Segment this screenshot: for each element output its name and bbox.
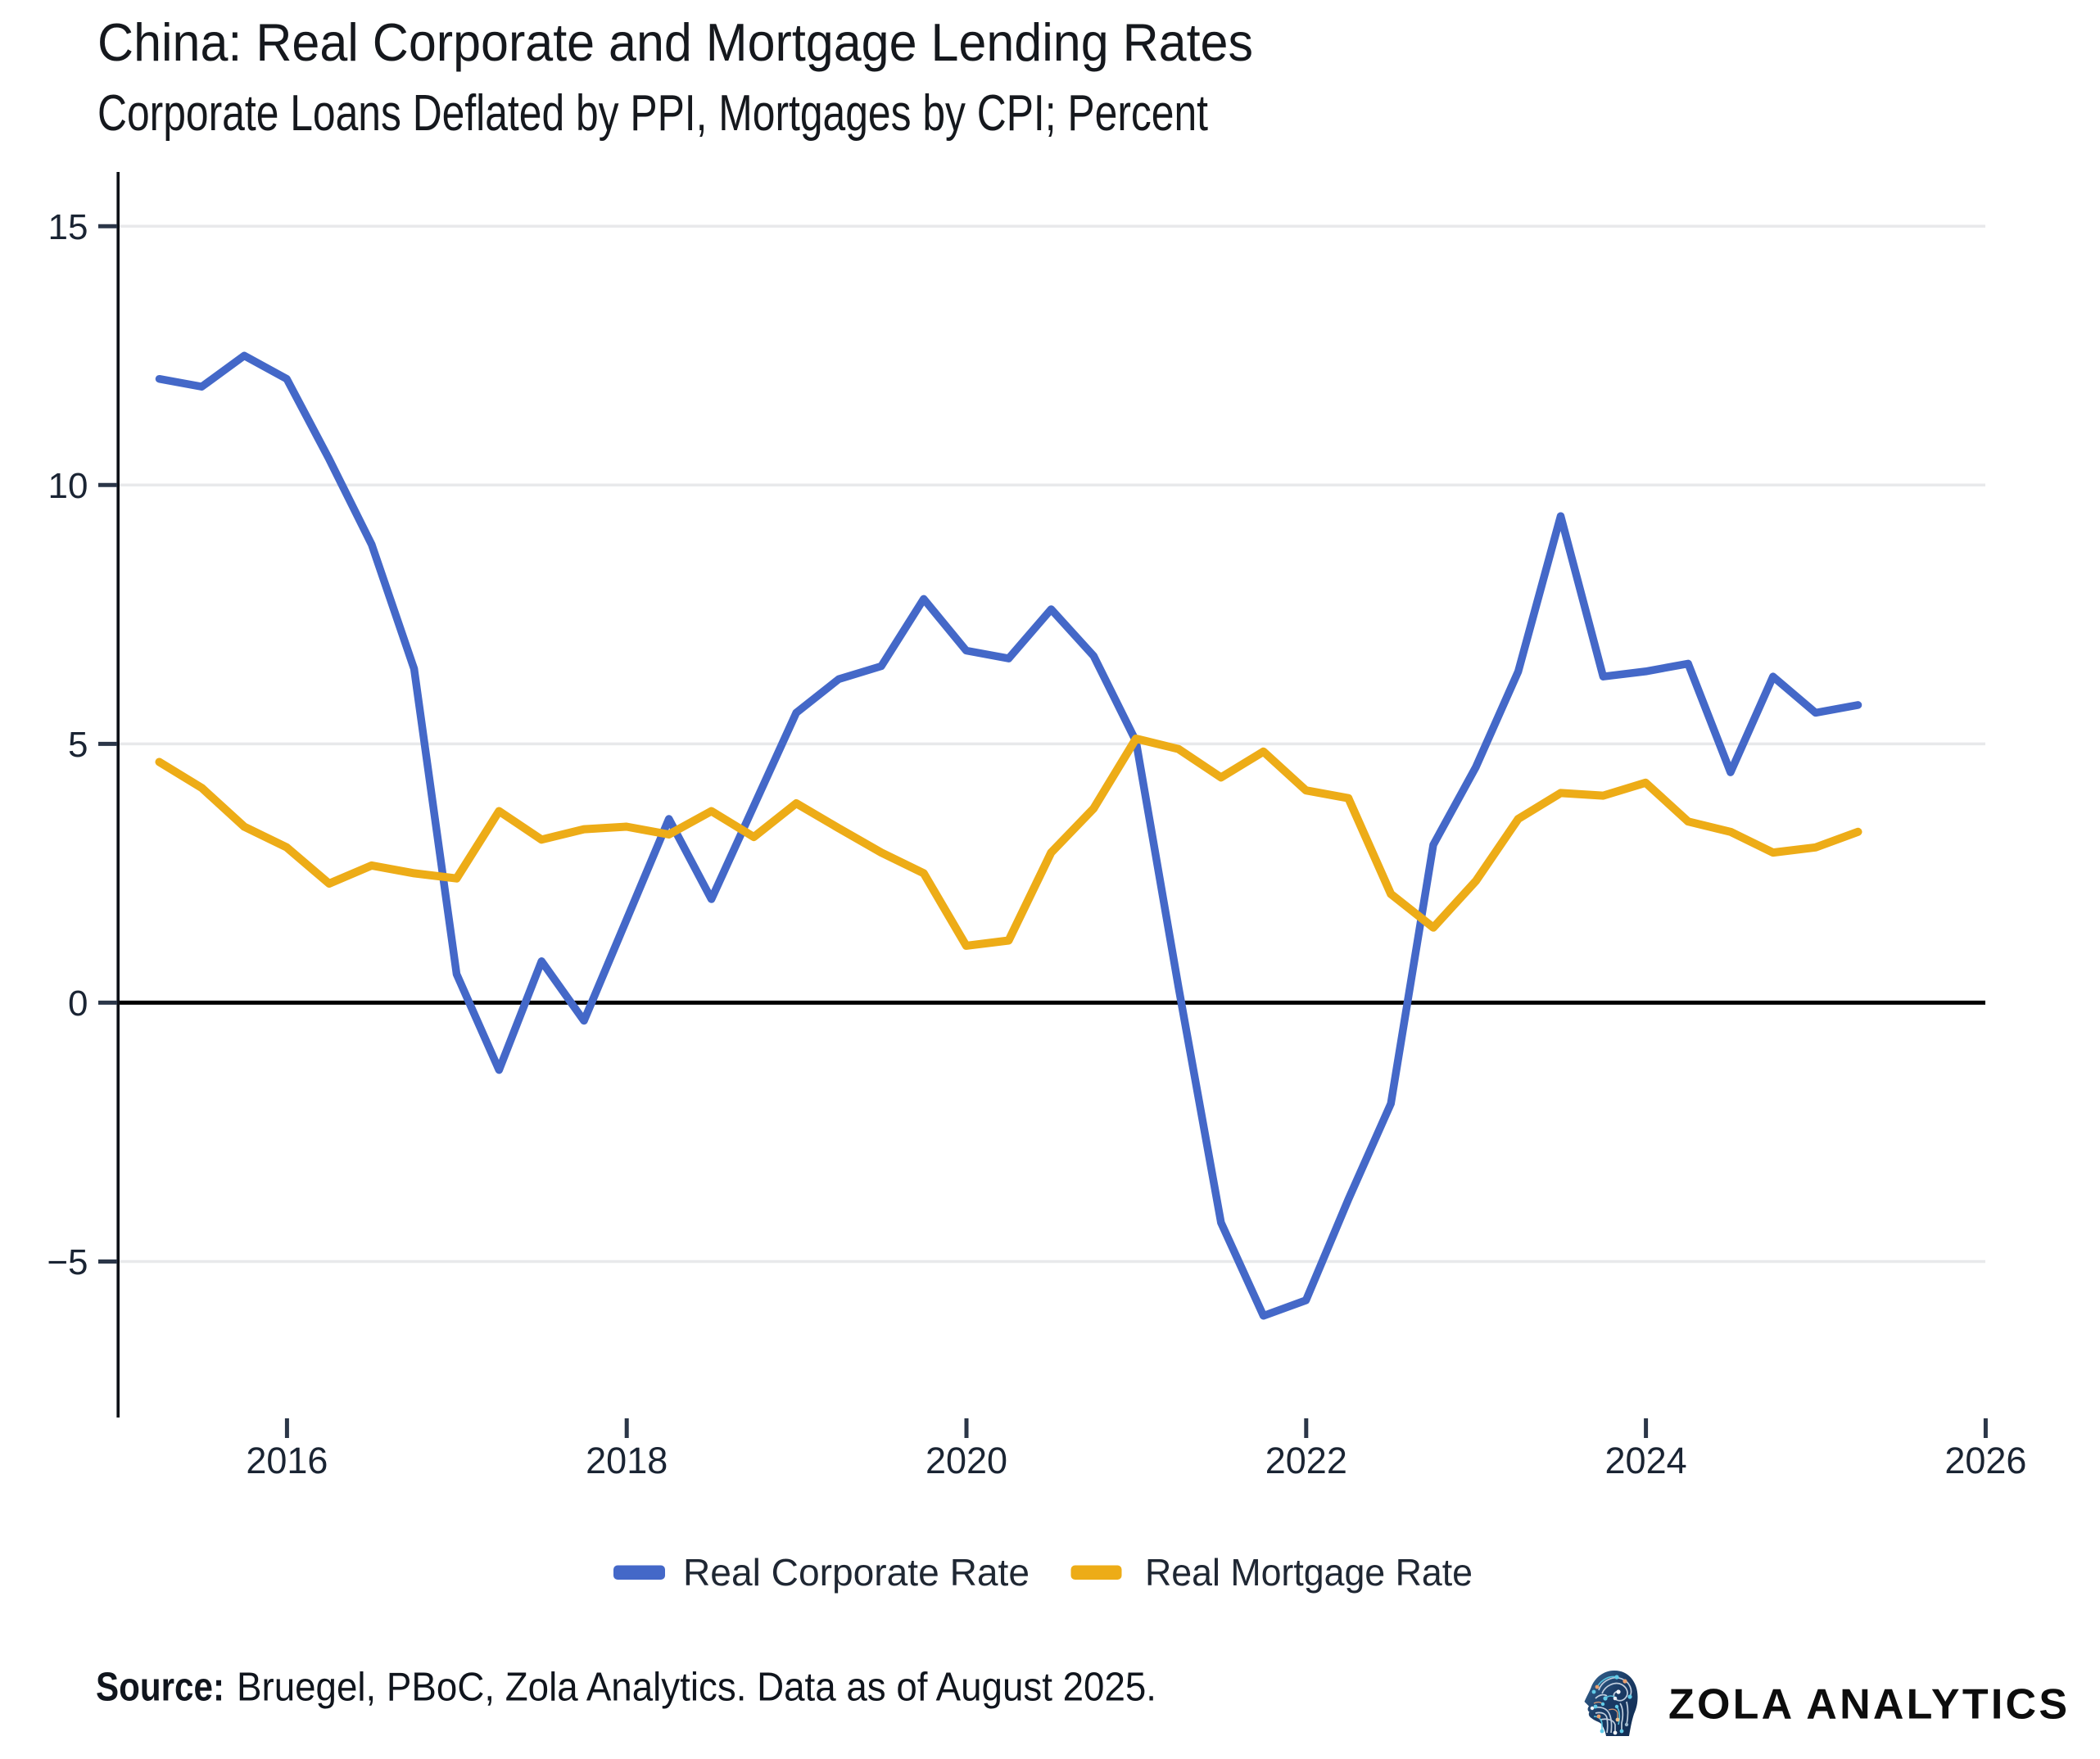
svg-text:2026: 2026 (1944, 1440, 2026, 1481)
svg-text:2016: 2016 (246, 1440, 328, 1481)
svg-text:ZOLA ANALYTICS: ZOLA ANALYTICS (1668, 1681, 2067, 1729)
svg-text:China: Real Corporate and Mort: China: Real Corporate and Mortgage Lendi… (97, 12, 1253, 72)
svg-text:−5: −5 (47, 1242, 88, 1282)
svg-text:2022: 2022 (1265, 1440, 1347, 1481)
svg-text:15: 15 (48, 207, 88, 247)
svg-text:2018: 2018 (586, 1440, 668, 1481)
svg-text:2024: 2024 (1605, 1440, 1687, 1481)
svg-text:5: 5 (68, 725, 88, 765)
svg-text:Bruegel, PBoC, Zola Analytics.: Bruegel, PBoC, Zola Analytics. Data as o… (237, 1666, 1156, 1710)
svg-text:Real Mortgage Rate: Real Mortgage Rate (1145, 1551, 1473, 1594)
svg-text:0: 0 (68, 984, 88, 1024)
svg-text:Source:: Source: (96, 1666, 224, 1710)
svg-text:Real Corporate Rate: Real Corporate Rate (683, 1551, 1030, 1594)
svg-text:10: 10 (48, 466, 88, 506)
svg-text:Corporate Loans Deflated by PP: Corporate Loans Deflated by PPI, Mortgag… (97, 85, 1208, 142)
svg-text:2020: 2020 (926, 1440, 1007, 1481)
